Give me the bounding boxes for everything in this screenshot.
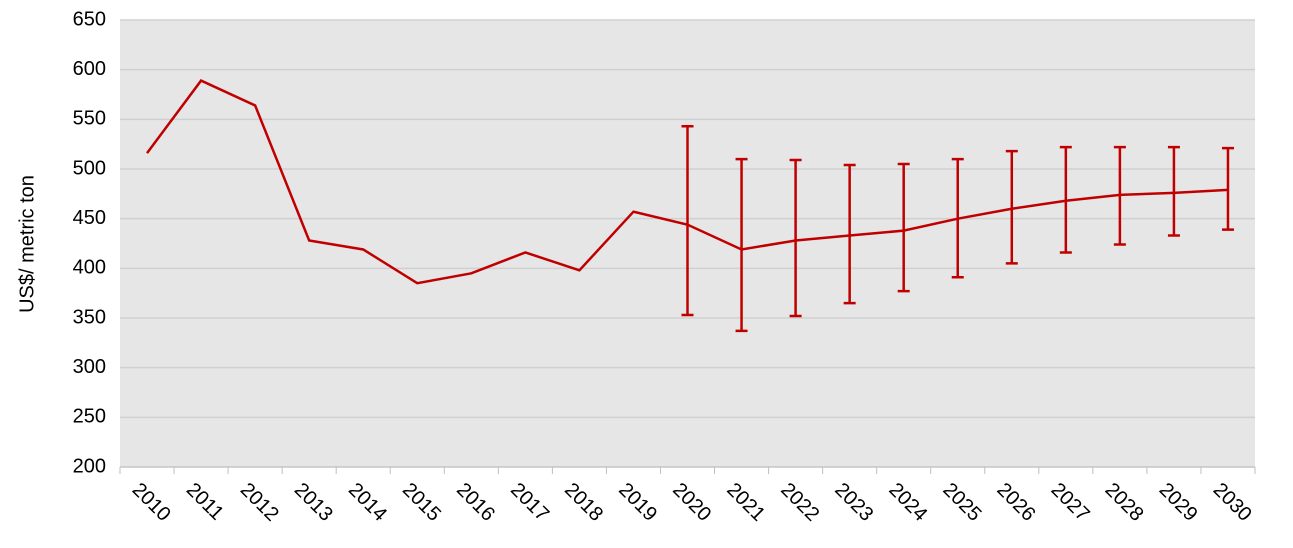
x-tick-label: 2027 [1047,479,1094,526]
x-tick-label: 2028 [1101,479,1148,526]
y-tick-label: 250 [73,406,106,428]
x-tick-label: 2014 [344,479,391,526]
error-bar [1221,146,1234,231]
y-tick-label: 200 [73,455,106,477]
x-tick-label: 2030 [1209,479,1256,526]
error-bar [735,157,748,333]
x-tick-label: 2023 [830,479,877,526]
x-tick-label: 2026 [993,479,1040,526]
error-bar [1113,145,1126,246]
x-tick-label: 2017 [506,479,553,526]
y-tick-label: 300 [73,356,106,378]
x-tick-label: 2019 [614,479,661,526]
error-bar [1005,149,1018,265]
x-tick-label: 2013 [290,479,337,526]
y-tick-label: 450 [73,207,106,229]
error-bar [843,163,856,305]
y-tick-label: 500 [73,157,106,179]
y-tick-label: 600 [73,58,106,80]
x-tick-label: 2016 [452,479,499,526]
error-bar [897,162,910,293]
error-bar [951,157,964,279]
error-bar [1059,145,1072,254]
y-tick-label: 350 [73,306,106,328]
x-tick-label: 2022 [776,479,823,526]
x-tick-label: 2018 [560,479,607,526]
error-bar [681,125,694,317]
x-tick-label: 2024 [884,479,931,526]
x-tick-label: 2021 [722,479,769,526]
x-tick-label: 2020 [668,479,715,526]
y-axis-label: US$/ metric ton [16,175,38,313]
y-tick-label: 400 [73,257,106,279]
x-tick-label: 2010 [128,479,175,526]
x-tick-label: 2011 [182,479,228,525]
x-tick-label: 2015 [398,479,445,526]
x-tick-label: 2012 [236,479,283,526]
x-tick-label: 2025 [938,479,985,526]
x-tick-label: 2029 [1155,479,1202,526]
y-tick-label: 650 [73,8,106,30]
y-tick-label: 550 [73,108,106,130]
error-bar [1167,145,1180,237]
error-bar [789,158,802,318]
